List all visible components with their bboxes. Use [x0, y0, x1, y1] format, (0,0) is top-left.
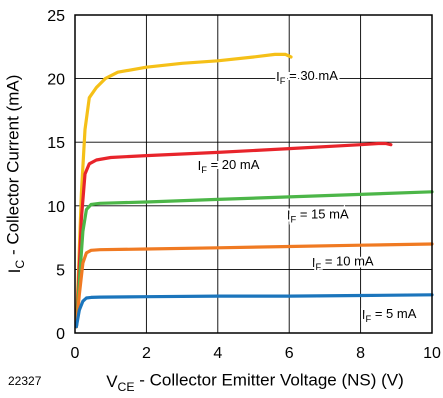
- y-tick-label: 10: [47, 199, 65, 216]
- series-label-1: IF = 30 mA: [276, 68, 338, 86]
- x-tick-label: 8: [356, 345, 365, 362]
- series-label-5: IF = 5 mA: [362, 306, 417, 324]
- x-tick-labels: 0 2 4 6 8 10: [71, 345, 441, 362]
- y-tick-label: 5: [56, 262, 65, 279]
- grid: [75, 15, 432, 333]
- x-tick-label: 6: [285, 345, 294, 362]
- y-tick-label: 20: [47, 72, 65, 89]
- x-axis-title-text: - Collector Emitter Voltage (NS) (V): [135, 370, 404, 389]
- x-tick-label: 10: [423, 345, 441, 362]
- series-line-1: [76, 54, 291, 326]
- y-tick-label: 25: [47, 8, 65, 25]
- series-label-text: = 20 mA: [207, 157, 260, 172]
- series-label-text: = 15 mA: [296, 207, 349, 222]
- x-axis-title-symbol: V: [106, 372, 118, 391]
- y-axis-title-subscript: C: [13, 260, 27, 269]
- x-tick-label: 4: [213, 345, 222, 362]
- curves: [76, 54, 432, 326]
- y-axis-title: IC - Collector Current (mA): [3, 75, 26, 274]
- x-tick-label: 0: [71, 345, 80, 362]
- y-tick-labels: 0 5 10 15 20 25: [47, 8, 65, 343]
- y-tick-label: 15: [47, 135, 65, 152]
- series-label-text: = 5 mA: [371, 306, 416, 321]
- series-label-2: IF = 20 mA: [198, 157, 260, 175]
- x-axis-title-subscript: CE: [118, 380, 135, 394]
- series-label-3: IF = 15 mA: [287, 207, 349, 225]
- y-tick-label: 0: [56, 326, 65, 343]
- x-axis-title: VCE - Collector Emitter Voltage (NS) (V): [106, 370, 404, 393]
- y-axis-title-text: - Collector Current (mA): [3, 75, 22, 260]
- series-label-text: = 30 mA: [286, 68, 339, 83]
- series-label-text: = 10 mA: [321, 254, 374, 269]
- plot-frame: [75, 15, 432, 333]
- figure-id: 22327: [8, 374, 42, 388]
- x-tick-label: 2: [142, 345, 151, 362]
